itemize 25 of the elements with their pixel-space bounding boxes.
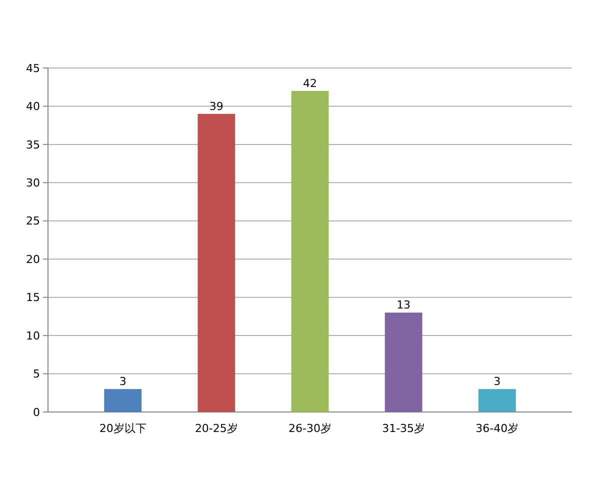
- y-tick-label: 30: [26, 176, 40, 190]
- bar: [291, 90, 329, 412]
- data-label: 3: [494, 375, 501, 388]
- y-tick-label: 45: [26, 62, 40, 75]
- x-tick-label: 20岁以下: [99, 422, 146, 435]
- y-tick-label: 25: [26, 214, 40, 228]
- y-tick-label: 5: [33, 368, 40, 381]
- x-tick-label: 31-35岁: [382, 422, 426, 435]
- x-tick-label: 20-25岁: [194, 422, 238, 435]
- y-tick-label: 10: [26, 329, 40, 342]
- y-tick-label: 20: [26, 252, 40, 266]
- y-tick-label: 35: [26, 138, 40, 152]
- y-tick-label: 0: [33, 406, 40, 419]
- bar: [384, 312, 422, 412]
- data-label: 3: [119, 375, 126, 388]
- bar: [478, 389, 516, 412]
- data-label: 42: [303, 76, 317, 90]
- data-label: 13: [396, 298, 411, 312]
- y-tick-label: 40: [26, 100, 40, 114]
- bar: [198, 114, 236, 412]
- bar: [104, 389, 142, 412]
- x-tick-label: 26-30岁: [288, 422, 332, 435]
- y-tick-label: 15: [26, 291, 40, 304]
- data-label: 39: [209, 100, 224, 113]
- x-tick-label: 36-40岁: [476, 422, 519, 435]
